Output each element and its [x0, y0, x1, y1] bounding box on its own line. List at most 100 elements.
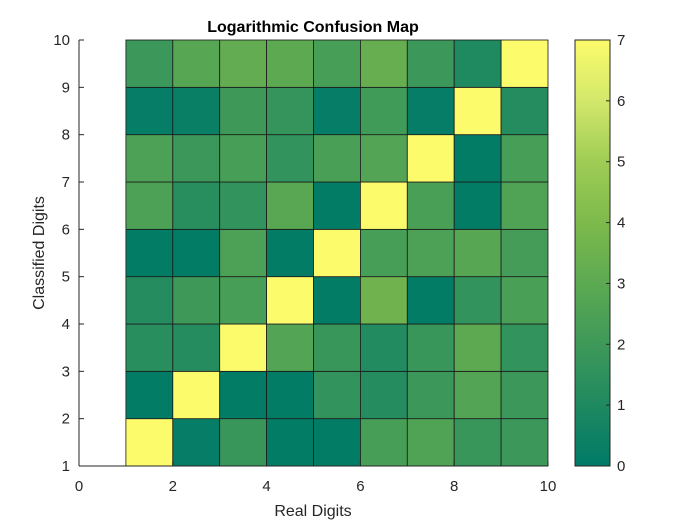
heatmap-cell	[500, 276, 549, 325]
x-axis-ticks: 0 2 4 6 8 10	[75, 461, 557, 495]
heatmap-cell	[500, 370, 549, 420]
heatmap-cell	[359, 323, 408, 372]
x-tick-label: 4	[262, 478, 270, 495]
heatmap-cell	[359, 86, 408, 136]
x-tick-label: 2	[169, 478, 177, 495]
heatmap-cell	[406, 323, 455, 372]
x-tick-label: 10	[540, 478, 557, 495]
colorbar-tick-label: 3	[617, 275, 625, 292]
heatmap-cell	[453, 228, 502, 278]
heatmap-cell	[500, 134, 549, 183]
heatmap-cell	[313, 323, 361, 372]
colorbar-tick-label: 7	[617, 32, 625, 49]
heatmap-cell	[266, 323, 314, 372]
heatmap-cell	[125, 86, 174, 136]
y-tick-label: 5	[62, 269, 70, 286]
heatmap-cell	[266, 276, 314, 325]
heatmap-cell	[406, 418, 455, 467]
y-tick-label: 7	[62, 174, 70, 191]
heatmap-cell	[453, 181, 502, 230]
colorbar-tick-label: 0	[617, 458, 625, 475]
y-axis-ticks: 1 2 3 4 5 6 7 8 9 10	[53, 32, 84, 475]
heatmap-cell	[359, 228, 408, 278]
heatmap-cell	[359, 276, 408, 325]
heatmap-cell	[125, 418, 174, 467]
heatmap-cell	[266, 228, 314, 278]
x-tick-label: 0	[75, 478, 83, 495]
y-tick-label: 3	[62, 363, 70, 380]
y-tick-label: 1	[62, 458, 70, 475]
heatmap-cell	[266, 39, 314, 88]
heatmap-cell	[125, 323, 174, 372]
heatmap-cell	[406, 228, 455, 278]
heatmap-cell	[125, 134, 174, 183]
heatmap-cell	[406, 39, 455, 88]
heatmap-cell	[172, 134, 221, 183]
heatmap-cell	[406, 276, 455, 325]
heatmap-cell	[500, 418, 549, 467]
heatmap-cell	[359, 418, 408, 467]
axes-frame	[78, 40, 548, 467]
heatmap-cell	[406, 370, 455, 420]
heatmap-cell	[359, 134, 408, 183]
x-tick-label: 8	[450, 478, 458, 495]
heatmap-cell	[219, 134, 267, 183]
heatmap-cell	[266, 134, 314, 183]
y-tick-label: 2	[62, 411, 70, 428]
chart-title: Logarithmic Confusion Map	[207, 19, 419, 36]
heatmap-cell	[406, 134, 455, 183]
heatmap-cell	[219, 370, 267, 420]
colorbar-tick-label: 5	[617, 154, 625, 171]
heatmap-cell	[125, 39, 174, 88]
x-axis-label: Real Digits	[274, 503, 351, 520]
y-tick-label: 4	[62, 316, 70, 333]
heatmap-cell	[125, 276, 174, 325]
heatmap-cell	[219, 418, 267, 467]
heatmap-cell	[266, 370, 314, 420]
heatmap-cell	[172, 228, 221, 278]
y-tick-label: 6	[62, 221, 70, 238]
heatmap-cell	[313, 86, 361, 136]
heatmap-cell	[359, 39, 408, 88]
heatmap-cell	[453, 134, 502, 183]
heatmap-cell	[219, 39, 267, 88]
y-tick-label: 8	[62, 127, 70, 144]
heatmap-cell	[172, 39, 221, 88]
heatmap-cell	[313, 418, 361, 467]
colorbar: 0 1 2 3 4 5 6 7	[574, 32, 625, 475]
heatmap-cell	[453, 276, 502, 325]
heatmap-cell	[453, 323, 502, 372]
heatmap-cell	[219, 276, 267, 325]
heatmap-cell	[266, 418, 314, 467]
heatmap-cell	[453, 418, 502, 467]
heatmap-cell	[453, 86, 502, 136]
heatmap-cell	[125, 370, 174, 420]
heatmap-cell	[453, 39, 502, 88]
heatmap-cell	[125, 181, 174, 230]
heatmap-cell	[172, 276, 221, 325]
heatmap-cell	[172, 181, 221, 230]
heatmap-cell	[359, 181, 408, 230]
y-tick-label: 9	[62, 79, 70, 96]
colorbar-tick-label: 6	[617, 93, 625, 110]
heatmap-cell	[266, 181, 314, 230]
heatmap-cell	[500, 86, 549, 136]
heatmap-cell	[219, 228, 267, 278]
heatmap-cell	[313, 134, 361, 183]
heatmap-cell	[219, 181, 267, 230]
heatmap-cell	[406, 86, 455, 136]
heatmap-cell	[500, 323, 549, 372]
heatmap-cell	[266, 86, 314, 136]
heatmap-cell	[500, 39, 549, 88]
heatmap-cells	[125, 39, 549, 467]
colorbar-tick-label: 1	[617, 397, 625, 414]
colorbar-tick-label: 2	[617, 336, 625, 353]
heatmap-cell	[172, 86, 221, 136]
heatmap-cell	[172, 370, 221, 420]
heatmap-cell	[359, 370, 408, 420]
heatmap-cell	[219, 323, 267, 372]
heatmap-cell	[172, 418, 221, 467]
colorbar-gradient	[574, 39, 611, 467]
heatmap-cell	[406, 181, 455, 230]
